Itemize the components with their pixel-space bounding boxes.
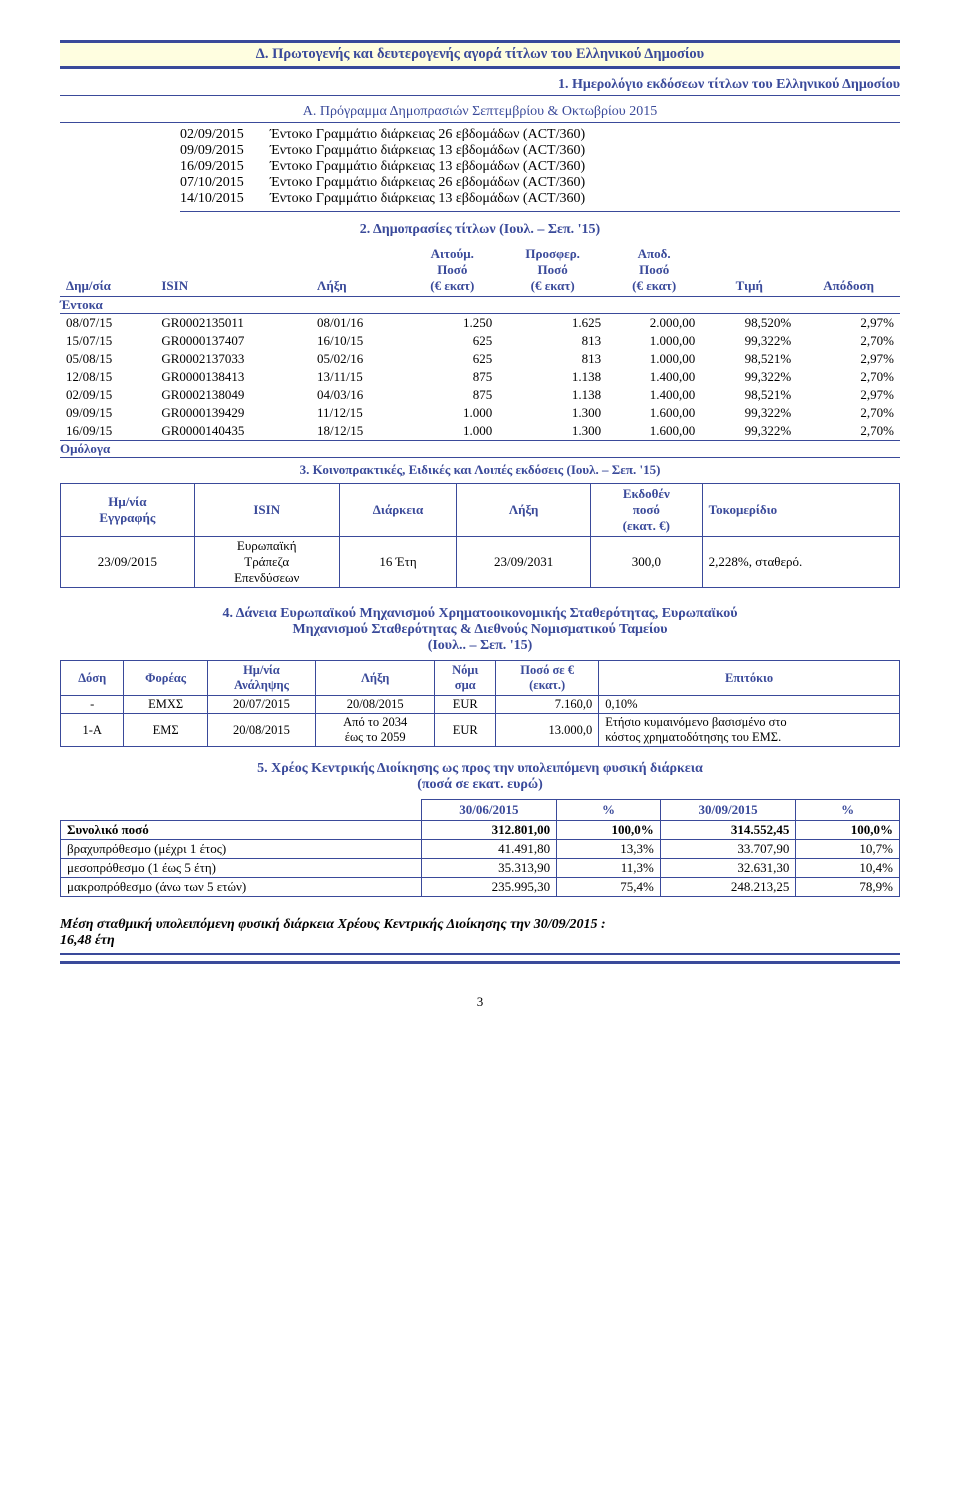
debt-row: Συνολικό ποσό312.801,00100,0%314.552,451…: [61, 821, 900, 840]
schedule-row: 14/10/2015Έντοκο Γραμμάτιο διάρκειας 13 …: [180, 191, 900, 207]
calendar-title: 1. Ημερολόγιο εκδόσεων τίτλων του Ελληνι…: [60, 77, 900, 96]
debt-row: μεσοπρόθεσμο (1 έως 5 έτη)35.313,9011,3%…: [61, 859, 900, 878]
auction-row: 05/08/15GR000213703305/02/166258131.000,…: [60, 350, 900, 368]
entoka-label: Έντοκα: [60, 295, 103, 314]
loans-table: Δόση Φορέας Ημ/νίαΑνάληψης Λήξη Νόμισμα …: [60, 660, 900, 747]
loans-title: 4. Δάνεια Ευρωπαϊκού Μηχανισμού Χρηματοο…: [60, 606, 900, 656]
schedule-row: 02/09/2015Έντοκο Γραμμάτιο διάρκειας 26 …: [180, 127, 900, 143]
schedule-row: 07/10/2015Έντοκο Γραμμάτιο διάρκειας 26 …: [180, 175, 900, 191]
auctions-title: 2. Δημοπρασίες τίτλων (Ιουλ. – Σεπ. '15): [60, 222, 900, 240]
avg-duration: Μέση σταθμική υπολειπόμενη φυσική διάρκε…: [60, 917, 900, 949]
koino-row: 23/09/2015 ΕυρωπαϊκήΤράπεζαΕπενδύσεων 16…: [61, 537, 900, 588]
auction-row: 09/09/15GR000013942911/12/151.0001.3001.…: [60, 404, 900, 422]
debt-title: 5. Χρέος Κεντρικής Διοίκησης ως προς την…: [60, 761, 900, 795]
auction-row: 12/08/15GR000013841313/11/158751.1381.40…: [60, 368, 900, 386]
page-number: 3: [60, 994, 900, 1010]
auction-row: 15/07/15GR000013740716/10/156258131.000,…: [60, 332, 900, 350]
koino-table: Ημ/νίαΕγγραφής ISIN Διάρκεια Λήξη Εκδοθέ…: [60, 483, 900, 588]
auction-row: 08/07/15GR000213501108/01/161.2501.6252.…: [60, 314, 900, 333]
auction-row: 16/09/15GR000014043518/12/151.0001.3001.…: [60, 422, 900, 441]
debt-row: μακροπρόθεσμο (άνω των 5 ετών)235.995,30…: [61, 878, 900, 897]
schedule-row: 16/09/2015Έντοκο Γραμμάτιο διάρκειας 13 …: [180, 159, 900, 175]
loan-row: 1-A ΕΜΣ 20/08/2015 Από το 2034έως το 205…: [61, 714, 900, 747]
schedule-row: 09/09/2015Έντοκο Γραμμάτιο διάρκειας 13 …: [180, 143, 900, 159]
debt-table: 30/06/2015 % 30/09/2015 % Συνολικό ποσό3…: [60, 799, 900, 897]
loan-row: - ΕΜΧΣ 20/07/2015 20/08/2015 EUR 7.160,0…: [61, 696, 900, 714]
auctions-table: Δημ/σία ISIN Λήξη Αιτούμ.Ποσό(€ εκατ) Πρ…: [60, 244, 900, 479]
auction-schedule: 02/09/2015Έντοκο Γραμμάτιο διάρκειας 26 …: [180, 127, 900, 212]
debt-row: βραχυπρόθεσμο (μέχρι 1 έτος)41.491,8013,…: [61, 840, 900, 859]
main-header: Δ. Πρωτογενής και δευτερογενής αγορά τίτ…: [60, 40, 900, 69]
auction-row: 02/09/15GR000213804904/03/168751.1381.40…: [60, 386, 900, 404]
program-title: Α. Πρόγραμμα Δημοπρασιών Σεπτεμβρίου & Ο…: [60, 104, 900, 123]
